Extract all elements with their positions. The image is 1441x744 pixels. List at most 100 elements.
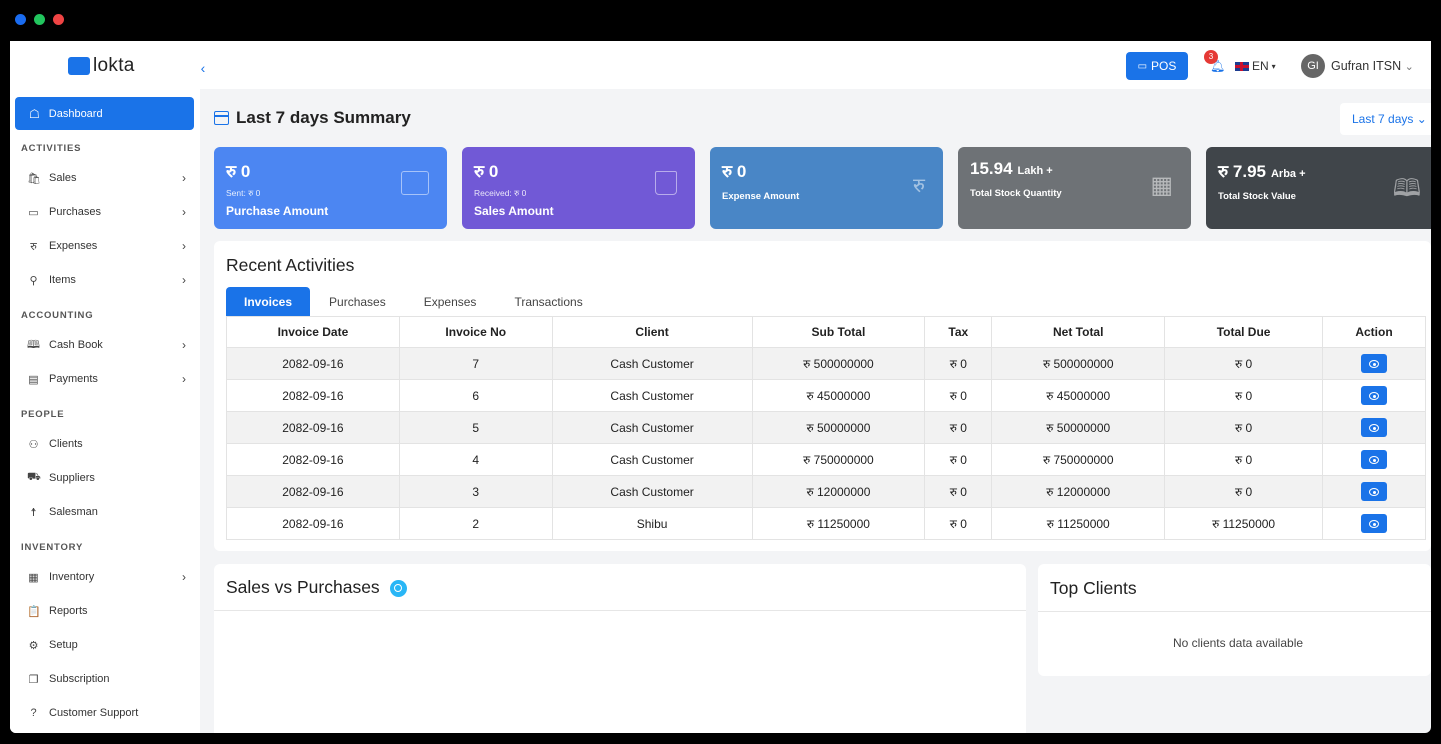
table-cell: रु 12000000 — [751, 475, 926, 508]
table-cell: 2082-09-16 — [226, 347, 400, 380]
view-invoice-eye-icon[interactable] — [1361, 482, 1387, 501]
card-label: Expense Amount — [722, 191, 800, 202]
period-dropdown[interactable]: Last 7 days ⌄ — [1340, 103, 1431, 135]
avatar[interactable]: GI — [1301, 54, 1325, 78]
tab-transactions[interactable]: Transactions — [514, 295, 583, 309]
close-window-dot[interactable] — [15, 14, 26, 25]
user-name: Gufran ITSN — [1331, 59, 1402, 73]
pos-button[interactable]: ▭ POS — [1126, 52, 1188, 80]
card-amount-unit: Arba + — [1270, 168, 1306, 180]
logo[interactable]: lokta — [68, 55, 135, 77]
top-header: ▭ POS 🔔︎ 3 EN ▾ GI Gufran ITSN ⌄ — [200, 41, 1431, 89]
invoices-table: Invoice Date Invoice No Client Sub Total Tax… — [226, 316, 1426, 540]
sidebar-item-expenses[interactable]: रु Expenses › — [10, 229, 200, 263]
sidebar-item-label: Expenses — [49, 240, 98, 252]
card-amount-value: रु 0 — [226, 162, 251, 181]
card-label: Sales Amount — [474, 204, 554, 218]
table-cell: Shibu — [551, 507, 753, 540]
action-cell — [1322, 507, 1426, 540]
sidebar-item-purchases[interactable]: ▭ Purchases › — [10, 195, 200, 229]
table-row[interactable]: 2082-09-16 7 Cash Customer रु 500000000 रु 0… — [226, 347, 1426, 380]
table-cell: 3 — [398, 475, 553, 508]
table-cell: रु 0 — [924, 347, 993, 380]
page-title: Last 7 days Summary — [214, 108, 411, 128]
tab-invoices[interactable]: Invoices — [226, 287, 311, 317]
view-invoice-eye-icon[interactable] — [1361, 354, 1387, 373]
chevron-right-icon: › — [182, 570, 186, 584]
sidebar-section-title: INVENTORY — [21, 542, 84, 553]
sidebar-item-subscription[interactable]: ❐ Subscription — [10, 662, 200, 696]
column-header[interactable]: Tax — [924, 316, 993, 348]
action-cell — [1322, 443, 1426, 476]
summary-card[interactable]: रु 0 Expense Amount रु — [710, 147, 943, 229]
minimize-window-dot[interactable] — [34, 14, 45, 25]
maximize-window-dot[interactable] — [53, 14, 64, 25]
table-cell: रु 0 — [1164, 475, 1324, 508]
uk-flag-icon — [1235, 61, 1249, 71]
sidebar-item-items[interactable]: ⚲ Items › — [10, 263, 200, 297]
card-amount: रु 0 — [722, 159, 931, 182]
summary-card[interactable]: रु 7.95 Arba + Total Stock Value 🕮︎ — [1206, 147, 1431, 229]
salesman-icon: ☨ — [30, 506, 37, 519]
sidebar-item-dashboard[interactable]: ☖ Dashboard — [15, 97, 194, 130]
logo-mark-icon — [68, 57, 90, 75]
table-cell: 2082-09-16 — [226, 379, 400, 412]
table-cell: 2082-09-16 — [226, 507, 400, 540]
sidebar-collapse-button[interactable]: ‹ — [190, 55, 216, 81]
sidebar-item-setup[interactable]: ⚙ Setup — [10, 628, 200, 662]
sidebar-item-payments[interactable]: ▤ Payments › — [10, 362, 200, 396]
user-menu[interactable]: Gufran ITSN ⌄ — [1331, 59, 1414, 73]
sidebar-item-sales[interactable]: 🛍 Sales › — [10, 161, 200, 195]
tab-expenses[interactable]: Expenses — [423, 295, 477, 309]
info-icon[interactable] — [390, 580, 408, 598]
view-invoice-eye-icon[interactable] — [1361, 450, 1387, 469]
book-icon: 🕮︎ — [1392, 175, 1421, 202]
column-header[interactable]: Invoice Date — [226, 316, 400, 348]
sales-vs-purchases-panel: Sales vs Purchases — [214, 564, 1026, 733]
view-invoice-eye-icon[interactable] — [1361, 514, 1387, 533]
column-header[interactable]: Invoice No — [398, 316, 553, 348]
table-cell: रु 45000000 — [991, 379, 1166, 412]
sidebar-item-cash-book[interactable]: 🕮 Cash Book › — [10, 328, 200, 362]
sidebar-item-inventory[interactable]: ▦ Inventory › — [10, 560, 200, 594]
sidebar-item-clients[interactable]: ⚇ Clients — [10, 427, 200, 461]
dashboard-icon: ☖ — [29, 106, 40, 121]
column-header[interactable]: Sub Total — [751, 316, 926, 348]
view-invoice-eye-icon[interactable] — [1361, 418, 1387, 437]
book-icon: 🕮 — [27, 338, 40, 351]
clients-icon: ⚇ — [28, 438, 39, 451]
table-cell: रु 50000000 — [751, 411, 926, 444]
column-header[interactable]: Client — [551, 316, 753, 348]
sidebar-item-suppliers[interactable]: ⛟ Suppliers — [10, 461, 200, 495]
table-row[interactable]: 2082-09-16 2 Shibu रु 11250000 रु 0 रु 112500… — [226, 507, 1426, 540]
table-cell: Cash Customer — [551, 379, 753, 412]
recent-activities-title: Recent Activities — [226, 255, 355, 275]
table-cell: रु 50000000 — [991, 411, 1166, 444]
sidebar-section-title: PEOPLE — [21, 409, 65, 420]
summary-card[interactable]: रु 0 Sent: रु 0 Purchase Amount — [214, 147, 447, 229]
column-header[interactable]: Action — [1322, 316, 1426, 348]
panel-divider — [214, 610, 1026, 611]
column-header[interactable]: Net Total — [991, 316, 1166, 348]
tab-purchases[interactable]: Purchases — [329, 295, 386, 309]
sidebar-item-customer-support[interactable]: ? Customer Support — [10, 696, 200, 730]
period-label: Last 7 days — [1352, 112, 1414, 126]
table-row[interactable]: 2082-09-16 4 Cash Customer रु 750000000 रु 0… — [226, 443, 1426, 476]
sidebar-item-label: Payments — [49, 373, 98, 385]
language-selector[interactable]: EN ▾ — [1235, 59, 1276, 73]
view-invoice-eye-icon[interactable] — [1361, 386, 1387, 405]
card-amount-value: रु 7.95 — [1218, 162, 1266, 181]
summary-card[interactable]: 15.94 Lakh + Total Stock Quantity ▦ — [958, 147, 1191, 229]
sidebar-item-label: Customer Support — [49, 707, 139, 719]
sidebar-item-reports[interactable]: 📋 Reports — [10, 594, 200, 628]
table-cell: 7 — [398, 347, 553, 380]
sidebar-item-label: Setup — [49, 639, 78, 651]
sidebar-item-salesman[interactable]: ☨ Salesman — [10, 495, 200, 529]
pos-label: POS — [1151, 59, 1177, 73]
summary-card[interactable]: रु 0 Received: रु 0 Sales Amount — [462, 147, 695, 229]
column-header[interactable]: Total Due — [1164, 316, 1324, 348]
